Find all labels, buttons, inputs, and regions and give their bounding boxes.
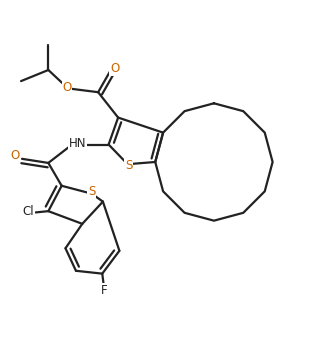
Text: O: O: [110, 62, 119, 75]
Text: O: O: [62, 81, 72, 94]
Text: S: S: [88, 185, 95, 198]
Text: F: F: [100, 284, 107, 297]
Text: Cl: Cl: [23, 205, 35, 218]
Text: HN: HN: [69, 137, 87, 150]
Text: O: O: [11, 149, 20, 162]
Text: S: S: [125, 159, 132, 172]
